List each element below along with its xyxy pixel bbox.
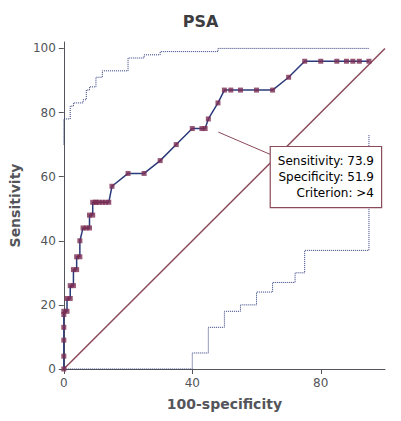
- svg-text:20: 20: [41, 298, 56, 312]
- svg-text:100: 100: [33, 41, 56, 55]
- svg-text:80: 80: [41, 106, 56, 120]
- svg-text:80: 80: [313, 376, 328, 390]
- svg-text:Sensitivity: 73.9: Sensitivity: 73.9: [278, 154, 374, 168]
- svg-text:60: 60: [41, 170, 56, 184]
- svg-text:Specificity: 51.9: Specificity: 51.9: [278, 170, 374, 184]
- svg-text:Sensitivity: Sensitivity: [7, 164, 23, 248]
- svg-text:40: 40: [41, 234, 56, 248]
- svg-text:40: 40: [185, 376, 200, 390]
- svg-text:0: 0: [48, 362, 56, 376]
- svg-text:Criterion: >4: Criterion: >4: [297, 186, 375, 200]
- svg-text:PSA: PSA: [183, 12, 219, 31]
- svg-text:100-specificity: 100-specificity: [167, 396, 282, 412]
- svg-text:0: 0: [60, 376, 68, 390]
